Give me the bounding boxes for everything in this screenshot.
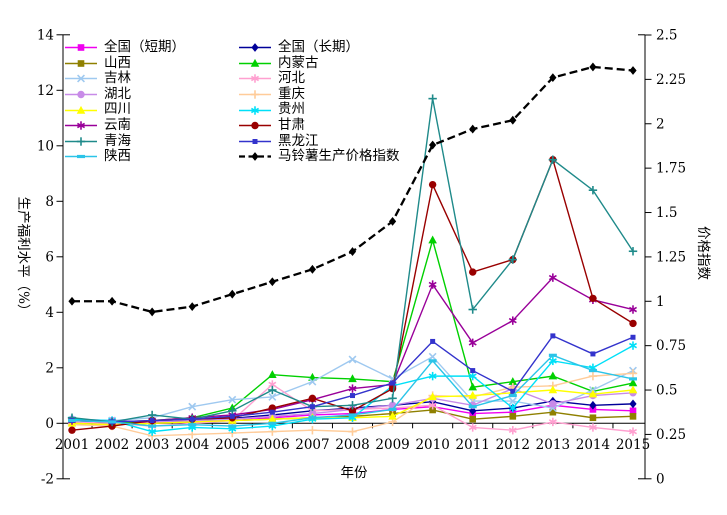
shaanxi-marker-icon bbox=[65, 155, 97, 159]
legend-label-shaanxi: 陕西 bbox=[104, 148, 131, 165]
y-right-tick-label: 0.75 bbox=[656, 338, 686, 354]
y-right-tick-label: 2 bbox=[656, 116, 665, 132]
y-axis-right-title: 价格指数 bbox=[695, 226, 711, 280]
series-heilongjiang bbox=[69, 333, 636, 425]
sichuan-marker-icon bbox=[65, 105, 97, 114]
y-left-tick-label: 14 bbox=[37, 27, 54, 43]
y-right-tick-label: 1 bbox=[656, 294, 665, 310]
y-left-tick-label: 10 bbox=[37, 138, 54, 154]
y-right-tick-label: 0.25 bbox=[656, 427, 686, 443]
x-tick-label: 2009 bbox=[375, 437, 409, 453]
legend-item-national-short: 全国（短期） bbox=[63, 39, 237, 56]
legend-item-jilin: 吉林 bbox=[63, 71, 237, 87]
x-tick-label: 2006 bbox=[255, 437, 289, 453]
legend-item-qinghai: 青海 bbox=[63, 132, 237, 150]
y-left-tick-label: 12 bbox=[37, 83, 54, 99]
y-left-tick-label: 4 bbox=[45, 305, 54, 321]
legend-label-shanxi: 山西 bbox=[104, 54, 131, 71]
legend-item-neimenggu: 内蒙古 bbox=[237, 54, 400, 72]
legend-column-1: 全国（短期） 山西 吉林 湖北 四川 云南 bbox=[63, 39, 237, 165]
chongqing-marker-icon bbox=[239, 90, 271, 99]
legend-label-sichuan: 四川 bbox=[104, 101, 131, 118]
y-left-tick-label: 2 bbox=[45, 360, 54, 376]
legend-item-shaanxi: 陕西 bbox=[63, 149, 237, 165]
national-long-marker-icon bbox=[239, 43, 271, 53]
x-tick-label: 2002 bbox=[95, 437, 129, 453]
x-tick-label: 2013 bbox=[536, 437, 570, 453]
legend-label-chongqing: 重庆 bbox=[278, 85, 305, 102]
legend-label-gansu: 甘肃 bbox=[278, 116, 305, 133]
x-tick-label: 2012 bbox=[496, 437, 530, 453]
hebei-marker-icon bbox=[239, 74, 271, 84]
legend-item-heilongjiang: 黑龙江 bbox=[237, 132, 400, 150]
legend-item-hubei: 湖北 bbox=[63, 85, 237, 103]
legend-label-jilin: 吉林 bbox=[104, 70, 131, 87]
y-right-tick-label: 2.5 bbox=[656, 28, 677, 44]
legend-item-yunnan: 云南 bbox=[63, 116, 237, 134]
hubei-marker-icon bbox=[65, 90, 97, 99]
legend: 全国（短期） 山西 吉林 湖北 四川 云南 bbox=[63, 39, 400, 165]
legend-label-heilongjiang: 黑龙江 bbox=[278, 132, 319, 149]
x-tick-label: 2011 bbox=[456, 437, 490, 453]
y-left-tick-label: -2 bbox=[41, 471, 54, 487]
y-right-tick-label: 1.75 bbox=[656, 161, 686, 177]
y-left-tick-label: 8 bbox=[45, 194, 54, 210]
shanxi-marker-icon bbox=[65, 60, 97, 67]
x-tick-label: 2004 bbox=[175, 437, 209, 453]
legend-item-sichuan: 四川 bbox=[63, 102, 237, 118]
x-tick-label: 2010 bbox=[415, 437, 449, 453]
legend-label-guizhou: 贵州 bbox=[278, 101, 305, 118]
x-tick-label: 2015 bbox=[616, 437, 650, 453]
legend-column-2: 全国（长期） 内蒙古 河北 重庆 贵州 甘肃 bbox=[237, 39, 400, 165]
legend-label-yunnan: 云南 bbox=[104, 116, 131, 133]
legend-label-qinghai: 青海 bbox=[104, 132, 131, 149]
national-short-marker-icon bbox=[65, 44, 97, 52]
heilongjiang-marker-icon bbox=[239, 138, 271, 144]
x-tick-label: 2008 bbox=[335, 437, 369, 453]
legend-item-chongqing: 重庆 bbox=[237, 85, 400, 103]
series-shaanxi bbox=[68, 353, 637, 428]
legend-label-potato-price-index: 马铃薯生产价格指数 bbox=[278, 148, 400, 165]
y-right-tick-label: 1.25 bbox=[656, 249, 686, 265]
legend-item-potato-price-index: 马铃薯生产价格指数 bbox=[237, 149, 400, 165]
guizhou-marker-icon bbox=[239, 105, 271, 115]
legend-item-hebei: 河北 bbox=[237, 71, 400, 87]
potato-price-index-marker-icon bbox=[239, 152, 271, 162]
neimenggu-marker-icon bbox=[239, 58, 271, 67]
legend-item-guizhou: 贵州 bbox=[237, 102, 400, 118]
legend-item-national-long: 全国（长期） bbox=[237, 39, 400, 56]
y-axis-left-title: 生产福利水平（%） bbox=[15, 196, 31, 318]
legend-label-national-long: 全国（长期） bbox=[278, 39, 359, 55]
x-axis-title: 年份 bbox=[340, 465, 368, 481]
x-tick-label: 2003 bbox=[135, 437, 169, 453]
series-potato-price-index bbox=[68, 62, 637, 317]
y-left-tick-label: 6 bbox=[45, 249, 54, 265]
legend-item-shanxi: 山西 bbox=[63, 54, 237, 72]
qinghai-marker-icon bbox=[65, 137, 97, 146]
legend-item-gansu: 甘肃 bbox=[237, 116, 400, 134]
y-right-tick-label: 1.5 bbox=[656, 205, 677, 221]
yunnan-marker-icon bbox=[65, 121, 97, 130]
x-tick-label: 2014 bbox=[576, 437, 610, 453]
legend-label-neimenggu: 内蒙古 bbox=[278, 54, 319, 71]
y-right-tick-label: 0 bbox=[656, 471, 665, 487]
x-tick-label: 2007 bbox=[295, 437, 329, 453]
legend-label-national-short: 全国（短期） bbox=[104, 39, 185, 55]
x-tick-label: 2005 bbox=[215, 437, 249, 453]
y-right-tick-label: 2.25 bbox=[656, 72, 686, 88]
series-line-yunnan bbox=[71, 276, 634, 423]
legend-label-hebei: 河北 bbox=[278, 70, 305, 87]
y-left-tick-label: 0 bbox=[45, 416, 54, 432]
jilin-marker-icon bbox=[65, 75, 97, 83]
legend-label-hubei: 湖北 bbox=[104, 85, 131, 102]
gansu-marker-icon bbox=[239, 122, 271, 130]
x-tick-label: 2001 bbox=[55, 437, 89, 453]
y-right-tick-label: 0.5 bbox=[656, 383, 677, 399]
